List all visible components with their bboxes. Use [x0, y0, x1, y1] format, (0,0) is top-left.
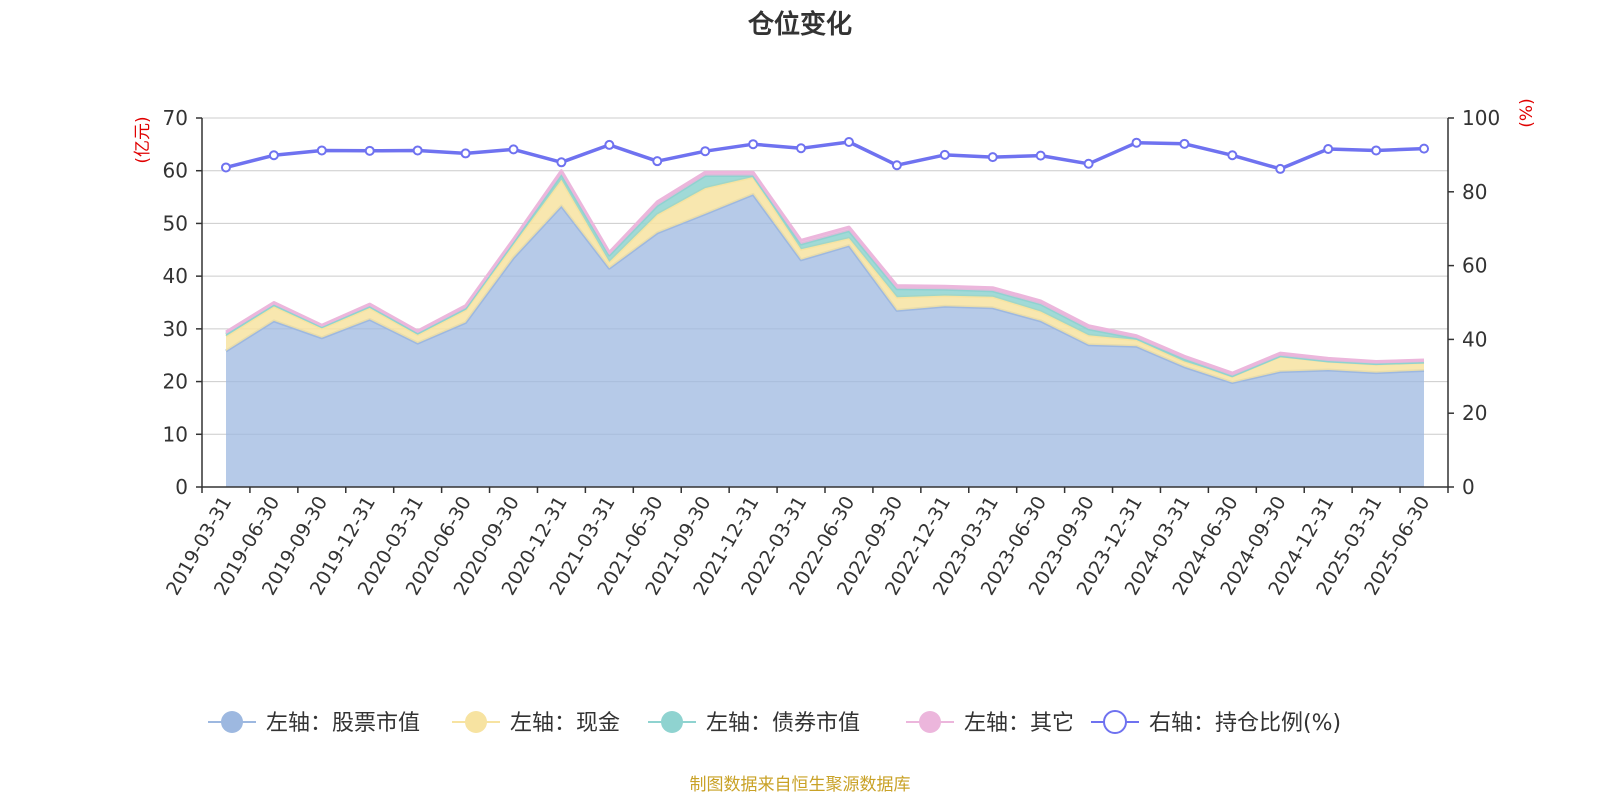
ratio-point [1227, 150, 1238, 161]
ratio-point [316, 145, 327, 156]
left-tick-label: 50 [163, 211, 188, 235]
ratio-point [1323, 143, 1334, 154]
right-tick-label: 0 [1462, 475, 1475, 499]
legend-label: 右轴：持仓比例(%) [1149, 711, 1341, 736]
legend-marker [1103, 710, 1127, 734]
legend-marker [919, 711, 941, 733]
ratio-point [1275, 163, 1286, 174]
legend-item[interactable]: 左轴：股票市值 [208, 711, 420, 736]
legend-item[interactable]: 左轴：其它 [906, 711, 1074, 736]
ratio-point [220, 162, 231, 173]
ratio-point [1131, 137, 1142, 148]
ratio-point [1419, 143, 1430, 154]
ratio-point [508, 144, 519, 155]
source-note: 制图数据来自恒生聚源数据库 [690, 775, 911, 795]
area-edge-4 [225, 169, 1425, 375]
right-tick-label: 20 [1462, 401, 1487, 425]
ratio-point [843, 136, 854, 147]
ratio-point [700, 146, 711, 157]
legend-marker [221, 711, 243, 733]
ratio-line-series [220, 136, 1430, 174]
ratio-point [652, 156, 663, 167]
legend-label: 左轴：其它 [964, 711, 1074, 736]
ratio-point [364, 145, 375, 156]
legend-item[interactable]: 左轴：债券市值 [648, 711, 860, 736]
ratio-line [225, 140, 1425, 171]
left-tick-label: 0 [175, 475, 188, 499]
ratio-point [796, 143, 807, 154]
legend-marker [661, 711, 683, 733]
left-tick-label: 70 [163, 106, 188, 130]
ratio-point [1179, 138, 1190, 149]
ratio-point [556, 157, 567, 168]
legend[interactable]: 左轴：股票市值 左轴：现金 左轴：债券市值 左轴：其它 右轴：持仓比例(%) [208, 710, 1341, 736]
left-tick-label: 30 [163, 317, 188, 341]
legend-item[interactable]: 右轴：持仓比例(%) [1091, 710, 1341, 736]
area-fill-1 [226, 194, 1424, 487]
ratio-point [1035, 150, 1046, 161]
legend-label: 左轴：股票市值 [266, 711, 420, 736]
left-tick-label: 60 [163, 159, 188, 183]
chart-title: 仓位变化 [747, 9, 852, 40]
legend-marker [465, 711, 487, 733]
ratio-point [748, 139, 759, 150]
left-tick-label: 10 [163, 422, 188, 446]
right-tick-label: 80 [1462, 180, 1487, 204]
ratio-point [939, 149, 950, 160]
right-tick-label: 100 [1462, 106, 1500, 130]
legend-item[interactable]: 左轴：现金 [452, 711, 620, 736]
legend-label: 左轴：现金 [510, 711, 620, 736]
left-tick-label: 20 [163, 370, 188, 394]
ratio-point [1083, 158, 1094, 169]
legend-label: 左轴：债券市值 [706, 711, 860, 736]
ratio-point [604, 139, 615, 150]
ratio-point [268, 150, 279, 161]
right-tick-label: 40 [1462, 327, 1487, 351]
ratio-point [891, 160, 902, 171]
right-axis-unit: (%) [1517, 98, 1537, 127]
ratio-point [460, 148, 471, 159]
ratio-point [412, 145, 423, 156]
left-tick-label: 40 [163, 264, 188, 288]
left-axis-unit: (亿元) [133, 116, 153, 163]
ratio-point [1371, 145, 1382, 156]
area-series [225, 169, 1425, 487]
ratio-point [987, 152, 998, 163]
right-tick-label: 60 [1462, 254, 1487, 278]
